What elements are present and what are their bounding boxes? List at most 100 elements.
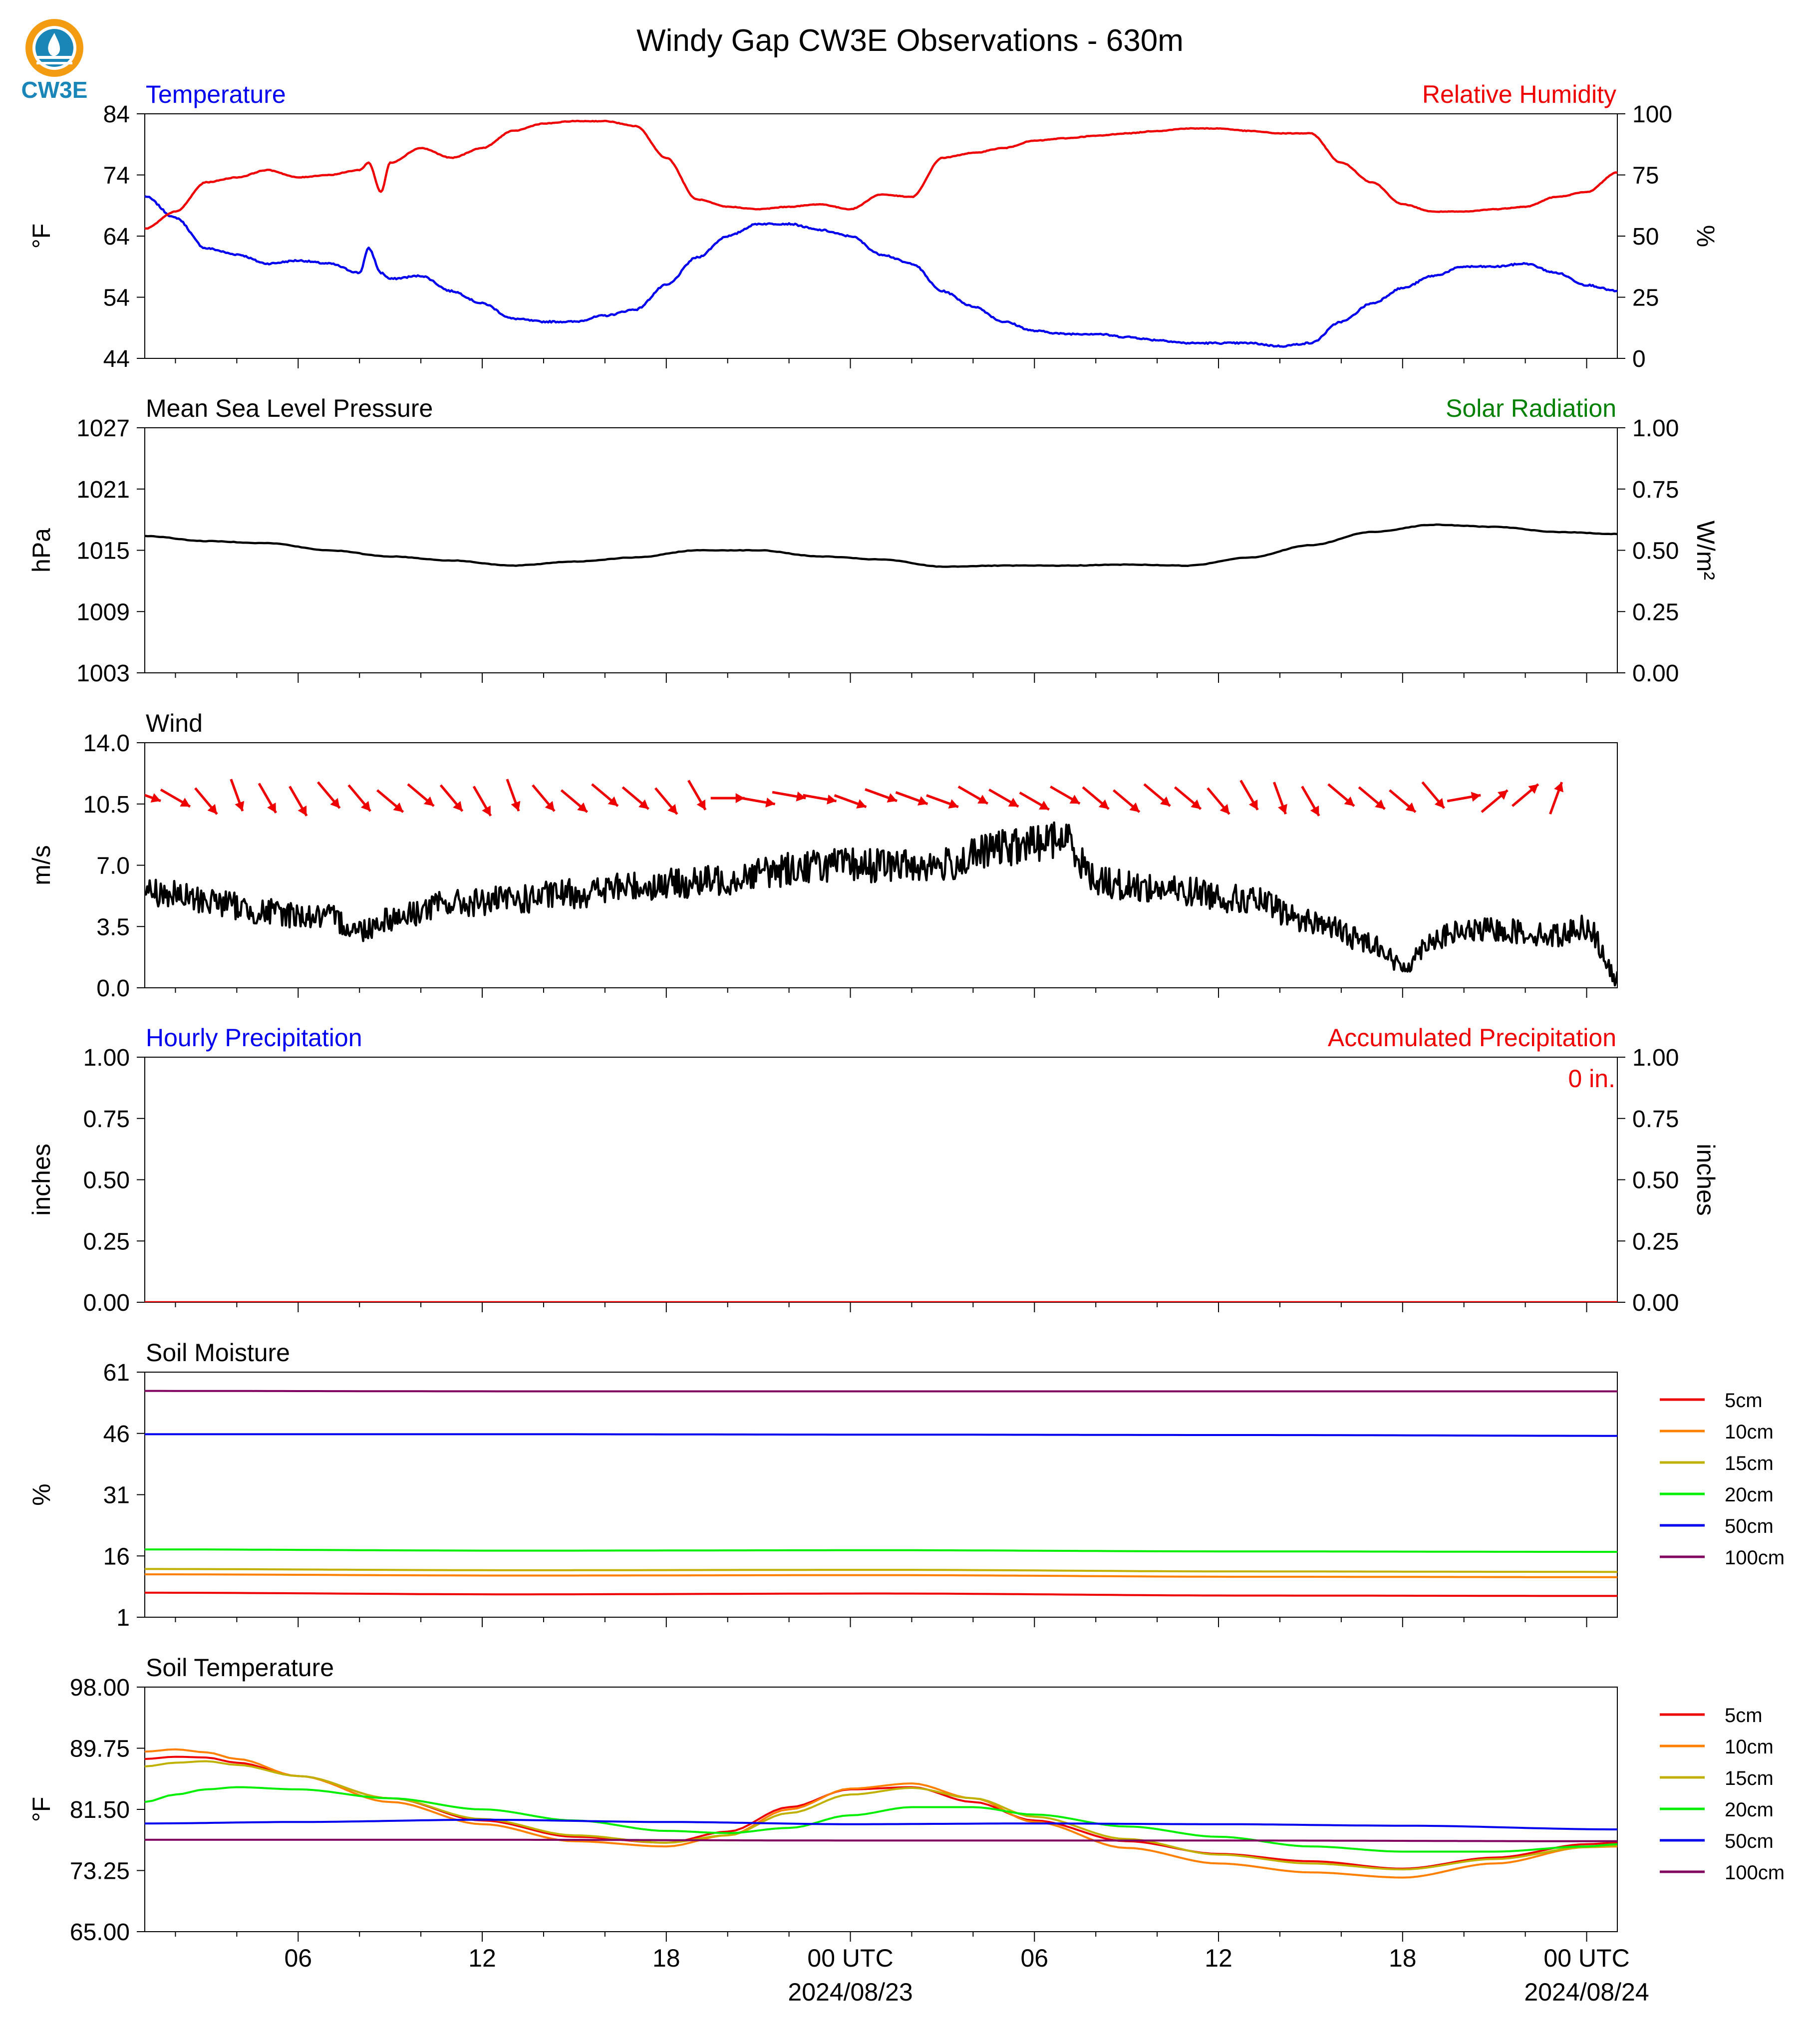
y-tick-label-left: 1.00 [83,1045,130,1071]
y-axis-label-left: °F [27,1797,55,1822]
wind-arrow-head [180,798,190,807]
series-line-5cm [145,1591,1617,1597]
wind-arrow-head [1344,796,1354,806]
wind-direction-arrow [1174,786,1202,810]
plot-frame [144,113,1618,359]
y-axis-label-left: m/s [27,845,55,885]
y-tick-label-right: 0 [1632,346,1646,372]
panel-title-left: Temperature [146,80,286,108]
legend-label: 50cm [1725,1515,1774,1537]
wind-arrow-head [856,799,867,809]
wind-arrow-head [696,799,706,810]
y-tick-label-left: 98.00 [70,1675,130,1701]
panel-title-left: Soil Moisture [146,1339,290,1367]
wind-direction-arrow [1511,783,1539,807]
wind-direction-arrow [741,797,776,808]
legend-label: 20cm [1725,1484,1774,1506]
y-tick-label-right: 100 [1632,101,1672,128]
y-tick-label-right: 0.75 [1632,1106,1679,1133]
wind-arrow-head [887,793,897,803]
series-group [145,119,1617,348]
wind-arrow-head [1554,782,1563,793]
wind-arrow-head [765,797,775,808]
series-line-mean-sea-level-pressure [145,523,1617,568]
y-tick-label-left: 16 [103,1543,130,1570]
panel-temp_rh: 84 74 64 54 44 100 75 50 25 0 Temperature Relative … [27,80,1720,372]
y-tick-label-right: 0.50 [1632,538,1679,565]
precip-total-annotation: 0 in. [1568,1065,1615,1093]
wind-arrow-head [917,796,928,806]
chart-panels: 84 74 64 54 44 100 75 50 25 0 Temperature Relative … [27,80,1785,1946]
wind-direction-arrow [407,783,435,807]
legend-label: 10cm [1725,1736,1774,1758]
wind-arrow-head [577,802,588,812]
wind-direction-arrow [1050,785,1081,805]
y-tick-label-left: 1 [116,1605,130,1631]
wind-direction-arrow [532,784,556,812]
y-tick-label-right: 0.00 [1632,660,1679,687]
wind-direction-arrow [834,794,867,809]
wind-arrow-head [393,802,403,812]
panel-title-left: Soil Temperature [146,1654,334,1682]
x-tick-label: 12 [1205,1944,1232,1972]
wind-direction-arrow [560,789,589,813]
wind-direction-arrow [316,781,341,809]
series-line-relative-humidity [145,119,1617,230]
wind-arrow-head [607,796,618,806]
y-tick-label-left: 0.25 [83,1228,130,1255]
wind-arrow-head [977,795,988,804]
y-tick-label-right: 1.00 [1632,1045,1679,1071]
wind-direction-arrow [687,780,707,811]
plot-frame [144,1372,1618,1618]
y-axis-label-left: hPa [27,528,55,573]
wind-direction-arrow [591,783,619,807]
wind-arrow-head [545,801,555,811]
y-axis-label-left: % [27,1483,55,1505]
x-tick-label: 18 [1389,1944,1417,1972]
y-tick-label-left: 10.5 [83,792,130,818]
series-group [145,1748,1617,1879]
wind-direction-arrow [1481,789,1509,813]
wind-arrow-head [1008,798,1019,807]
wind-direction-arrow [621,786,649,810]
wind-direction-arrow [439,784,464,812]
y-tick-label-left: 14.0 [83,730,130,757]
y-tick-label-left: 64 [103,224,130,250]
y-axis-label-left: inches [27,1144,55,1216]
cw3e-logo: CW3E [21,19,88,103]
wind-arrow-head [424,796,434,806]
wind-arrow-head [453,801,463,811]
y-tick-label-left: 65.00 [70,1919,130,1946]
wind-arrow-head [150,793,161,803]
y-axis-label-left: °F [27,224,55,249]
wind-direction-arrow [160,788,191,808]
y-tick-label-left: 84 [103,101,130,128]
wind-direction-arrow [710,793,745,803]
wind-arrow-head [1191,799,1201,809]
wind-direction-arrow [347,784,371,812]
wind-direction-arrow [1327,783,1355,807]
series-line-20cm [145,1786,1617,1853]
wind-direction-arrow [1421,781,1446,809]
wind-direction-arrow [865,788,898,803]
series-line-100cm [145,1838,1617,1842]
y-tick-label-left: 31 [103,1482,130,1509]
wind-arrow-head [1498,790,1508,800]
panel-title-right: Solar Radiation [1446,394,1616,422]
legend-label: 50cm [1725,1830,1774,1852]
series-line-50cm [145,1818,1617,1831]
series-line-temperature [145,195,1617,348]
x-tick-label: 18 [652,1944,680,1972]
wind-arrow-head [796,791,806,802]
y-tick-label-left: 0.00 [83,1290,130,1316]
wind-arrow-head [298,805,307,816]
wind-arrow-head [735,793,745,803]
logo-text: CW3E [21,77,88,103]
y-tick-label-left: 46 [103,1421,130,1448]
series-group [145,523,1617,568]
y-tick-label-left: 44 [103,346,130,372]
wind-direction-arrow [194,787,218,815]
y-tick-label-left: 73.25 [70,1858,130,1885]
wind-direction-arrow [376,789,404,813]
